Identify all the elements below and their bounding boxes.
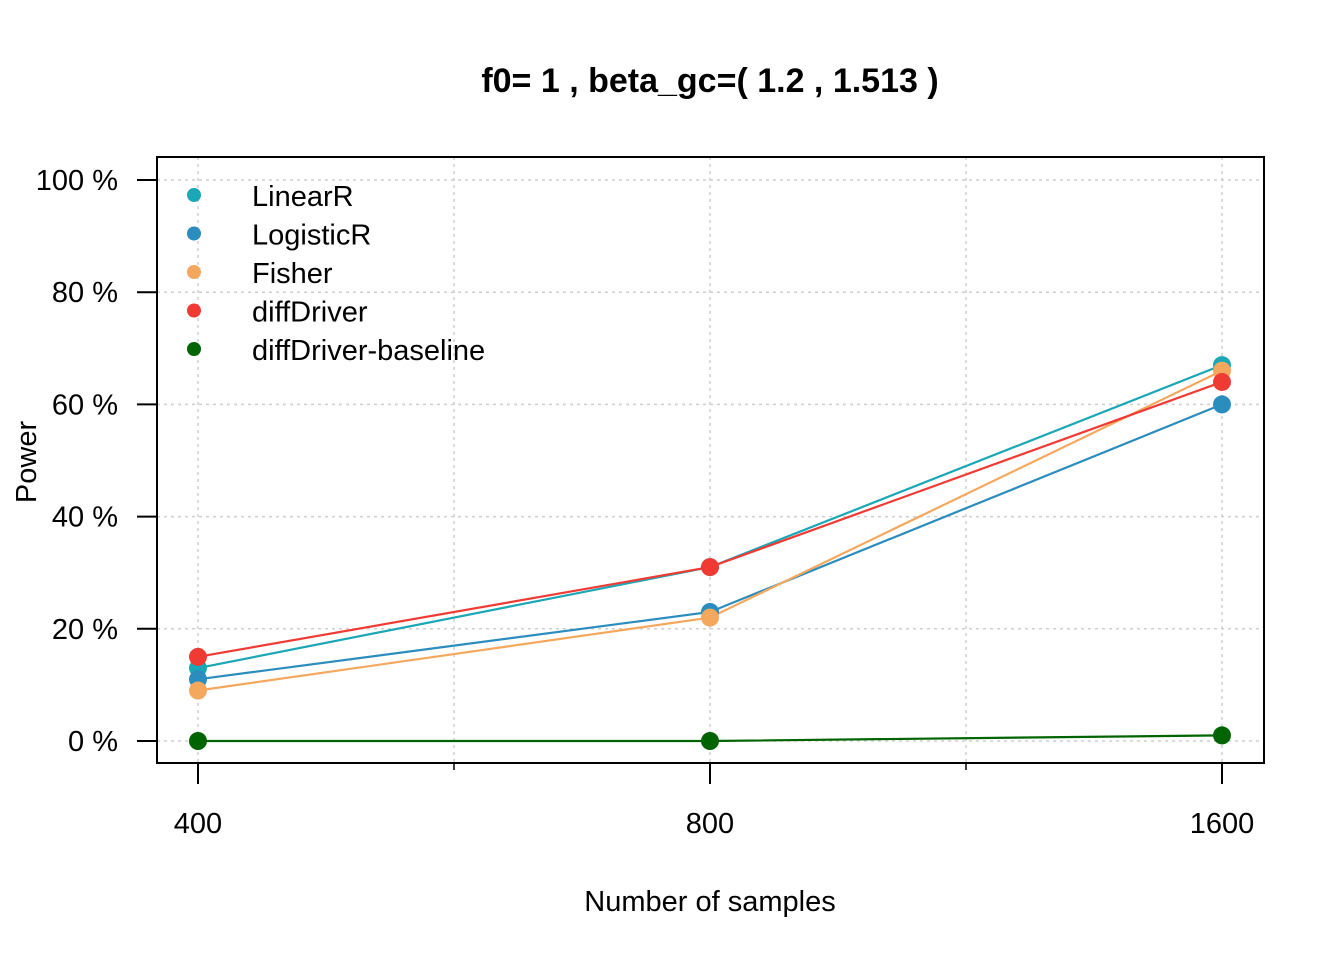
x-tick-label: 800 — [686, 808, 734, 840]
data-point — [1213, 372, 1231, 391]
legend-marker — [187, 226, 201, 241]
legend-label: diffDriver-baseline — [252, 335, 485, 367]
data-point — [701, 608, 719, 627]
x-tick-label: 400 — [174, 808, 222, 840]
data-point — [701, 558, 719, 577]
y-axis-label: Power — [11, 421, 43, 504]
legend-label: diffDriver — [252, 297, 368, 329]
legend-marker — [187, 342, 201, 356]
y-axis: 0 % 20 % 40 % 60 % 80 % 100 % — [36, 165, 157, 758]
y-tick-label: 60 % — [52, 389, 118, 421]
data-point — [189, 732, 207, 750]
data-point — [1213, 726, 1231, 745]
legend-marker — [187, 265, 201, 279]
y-tick-label: 100 % — [36, 165, 118, 197]
x-axis: 400 800 1600 — [174, 763, 1254, 840]
y-tick-label: 80 % — [52, 277, 118, 309]
data-point — [701, 732, 719, 750]
legend-label: Fisher — [252, 258, 333, 290]
legend-marker — [187, 303, 201, 318]
legend-marker — [187, 188, 201, 202]
data-point — [189, 647, 207, 666]
chart-title: f0= 1 , beta_gc=( 1.2 , 1.513 ) — [481, 62, 938, 100]
legend: LinearR LogisticR Fisher diffDriver diffDriv… — [187, 181, 485, 367]
legend-label: LogisticR — [252, 220, 371, 252]
data-point — [189, 681, 207, 700]
x-axis-label: Number of samples — [584, 886, 835, 918]
series-points — [189, 356, 1231, 750]
x-tick-label: 1600 — [1190, 808, 1255, 840]
y-tick-label: 20 % — [52, 614, 118, 646]
y-tick-label: 0 % — [68, 726, 118, 758]
legend-label: LinearR — [252, 181, 354, 213]
y-tick-label: 40 % — [52, 502, 118, 534]
data-point — [1213, 395, 1231, 414]
